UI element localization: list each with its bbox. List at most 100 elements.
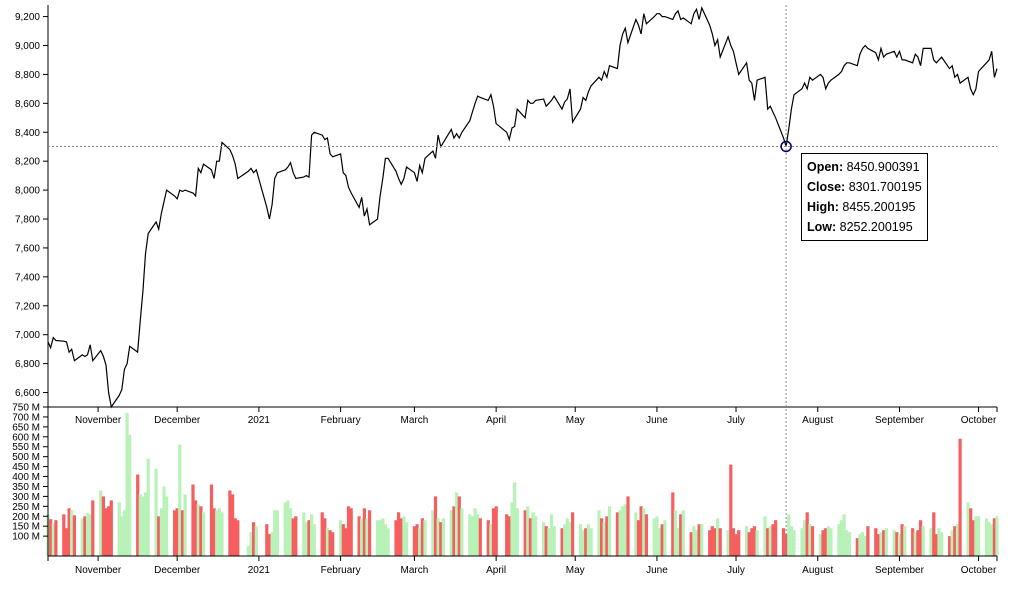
volume-bar <box>101 496 105 556</box>
volume-bar <box>839 520 844 556</box>
tooltip-open-value: 8450.900391 <box>846 160 920 174</box>
price-x-tick: August <box>802 407 834 426</box>
volume-bar <box>897 534 902 556</box>
volume-bar <box>995 516 999 556</box>
volume-bar <box>607 506 612 556</box>
volume-bar <box>67 508 71 556</box>
volume-bar <box>510 502 514 556</box>
volume-bar <box>919 520 923 556</box>
volume-bar <box>302 512 306 556</box>
volume-bar <box>644 514 648 556</box>
volume-y-tick-label: 400 M <box>12 472 40 483</box>
volume-bar <box>626 496 630 556</box>
volume-bar <box>971 520 975 556</box>
volume-bar <box>72 515 76 556</box>
volume-bar <box>375 520 380 556</box>
volume-bar <box>412 526 416 556</box>
volume-bar <box>312 524 316 556</box>
price-x-tick: 2021 <box>248 407 270 426</box>
volume-bar <box>710 526 714 556</box>
volume-bar <box>563 524 567 556</box>
volume-bar <box>478 518 482 556</box>
volume-bar <box>847 532 851 556</box>
volume-bar <box>449 510 453 556</box>
volume-bar <box>368 510 372 556</box>
volume-x-tick: August <box>802 556 834 576</box>
volume-bar <box>913 532 917 556</box>
volume-bar <box>307 520 311 556</box>
volume-bar <box>652 518 656 556</box>
volume-bar <box>233 518 237 556</box>
volume-bar <box>874 528 878 556</box>
volume-bar <box>528 518 532 556</box>
price-y-tick-label: 6,800 <box>15 359 40 370</box>
volume-bar <box>357 516 361 556</box>
volume-bar <box>697 524 701 556</box>
volume-bar <box>987 522 991 556</box>
volume-y-tick: 600 M <box>12 432 48 443</box>
price-y-tick-label: 8,600 <box>15 99 40 110</box>
volume-x-tick-label: October <box>961 565 997 576</box>
price-x-tick-label: June <box>646 415 668 426</box>
volume-x-tick: March <box>401 556 428 576</box>
volume-bar <box>228 490 232 556</box>
volume-bar <box>718 528 722 556</box>
volume-bar <box>929 528 933 556</box>
volume-bar <box>470 516 474 556</box>
price-x-tick: February <box>321 407 361 426</box>
volume-bar <box>441 518 445 556</box>
price-y-axis: 6,600 6,800 7,000 7,200 7,400 7,600 7,800 8,000… <box>15 5 49 407</box>
volume-bar <box>792 530 796 556</box>
price-y-tick: 6,600 <box>15 388 48 399</box>
volume-y-tick: 400 M <box>12 472 48 483</box>
volume-bar <box>125 413 129 556</box>
volume-bar <box>858 534 862 556</box>
price-y-tick: 7,600 <box>15 243 48 254</box>
volume-y-tick-label: 200 M <box>12 512 40 523</box>
price-x-tick-label: October <box>961 415 997 426</box>
volume-bar <box>360 518 364 556</box>
volume-bar <box>855 538 859 556</box>
price-y-tick: 7,400 <box>15 272 48 283</box>
volume-bar <box>183 494 187 556</box>
volume-y-tick: 450 M <box>12 462 48 473</box>
volume-bar <box>304 522 308 556</box>
price-x-tick: March <box>401 407 428 426</box>
ohlc-tooltip: Open: 8450.900391 Close: 8301.700195 Hig… <box>801 153 928 241</box>
volume-bar <box>362 508 366 556</box>
volume-bar <box>903 526 907 556</box>
volume-bar <box>768 526 772 556</box>
volume-bar <box>489 524 493 556</box>
volume-x-tick: February <box>321 556 361 576</box>
volume-bar <box>531 512 535 556</box>
price-y-tick: 7,000 <box>15 330 48 341</box>
volume-y-tick: 300 M <box>12 492 48 503</box>
volume-bar <box>455 492 459 556</box>
volume-bar <box>146 458 150 556</box>
volume-bar <box>194 500 198 556</box>
volume-bar <box>273 510 277 556</box>
volume-bar <box>673 510 677 556</box>
volume-y-tick-label: 650 M <box>12 422 40 433</box>
volume-bar <box>829 528 833 556</box>
tooltip-open-label: Open: <box>807 160 844 174</box>
volume-bar <box>692 526 696 556</box>
price-x-axis: November December 2021 February March April Ma… <box>47 406 998 426</box>
volume-bar <box>958 438 962 556</box>
volume-bar <box>615 512 619 556</box>
crosshair-marker[interactable] <box>780 140 792 153</box>
volume-bar <box>900 524 904 556</box>
volume-x-tick: July <box>727 556 745 576</box>
volume-bar <box>88 514 92 556</box>
volume-x-tick-label: June <box>646 565 668 576</box>
price-y-tick-label: 8,400 <box>15 128 40 139</box>
volume-bar <box>547 528 551 556</box>
volume-bar <box>246 546 250 556</box>
price-y-tick-label: 7,000 <box>15 330 40 341</box>
volume-bar <box>549 514 554 556</box>
price-y-tick-label: 8,800 <box>15 70 40 81</box>
price-x-tick-label: September <box>875 415 925 426</box>
volume-bar <box>734 534 738 556</box>
